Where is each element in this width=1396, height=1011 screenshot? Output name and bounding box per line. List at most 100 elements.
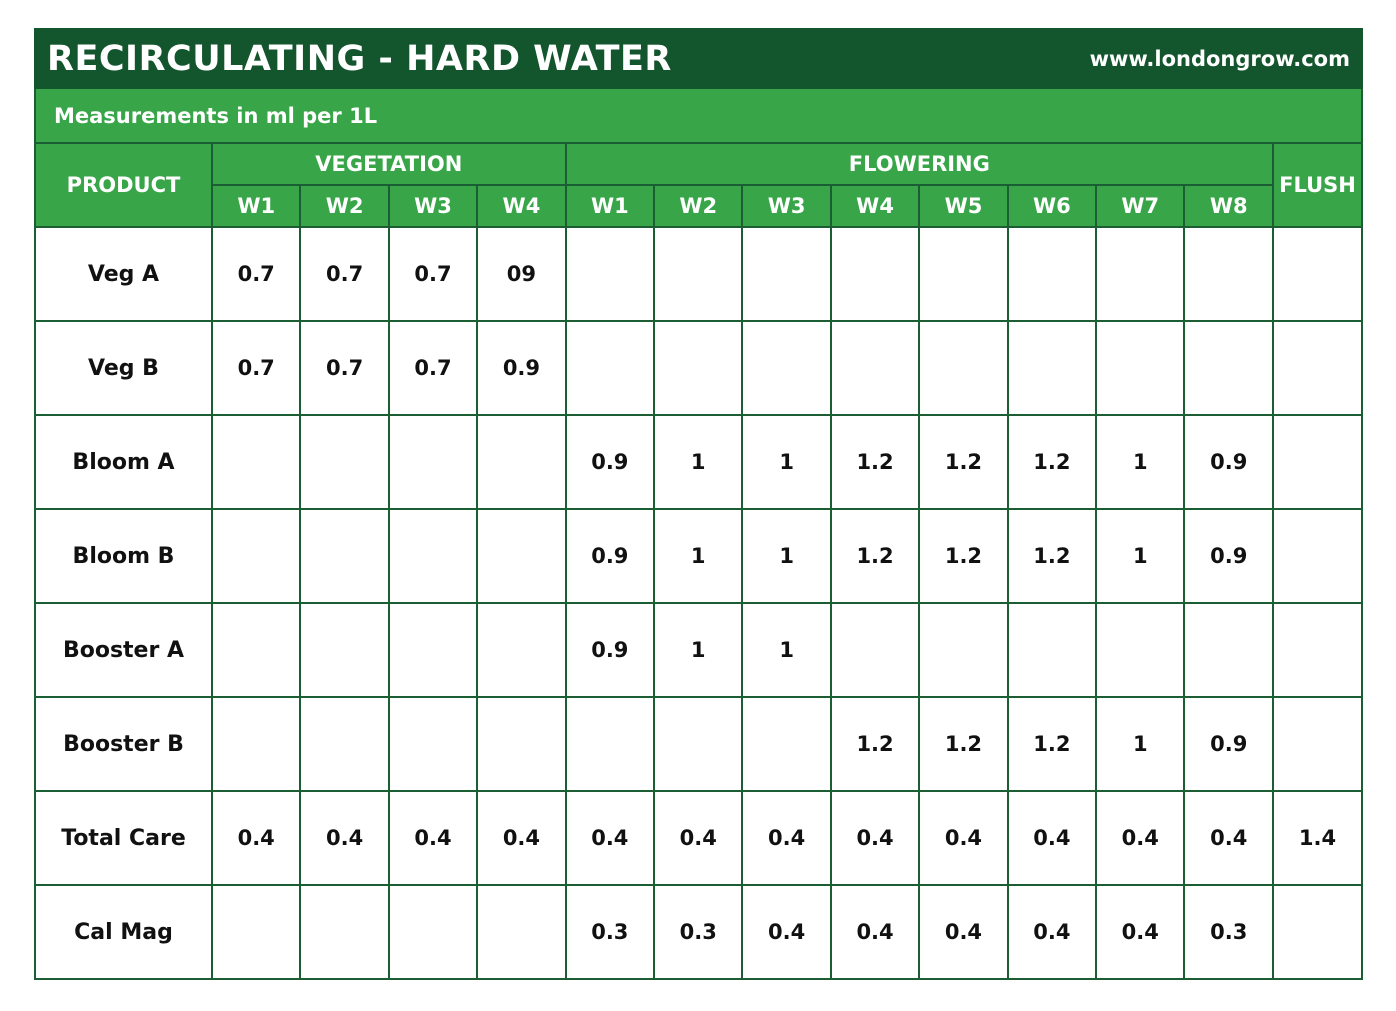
product-name: Total Care	[34, 790, 213, 886]
veg-dose-cell: 0.7	[387, 320, 479, 416]
flower-dose-cell: 1.2	[829, 696, 921, 792]
product-name: Veg A	[34, 226, 213, 322]
flower-dose-cell: 0.9	[1183, 414, 1274, 510]
flower-dose-cell	[653, 320, 744, 416]
flower-dose-cell: 0.4	[918, 884, 1009, 980]
veg-dose-cell	[299, 884, 390, 980]
veg-dose-cell: 0.7	[299, 320, 390, 416]
flower-dose-cell	[741, 696, 832, 792]
flower-dose-cell: 0.4	[1095, 790, 1186, 886]
veg-dose-cell	[476, 696, 567, 792]
table-row: Veg A 0.7 0.7 0.7 09	[34, 226, 1363, 322]
veg-dose-cell: 0.4	[387, 790, 479, 886]
veg-dose-cell: 0.4	[299, 790, 390, 886]
flower-dose-cell	[1095, 226, 1186, 322]
flower-dose-cell	[653, 226, 744, 322]
flower-dose-cell	[1095, 602, 1186, 698]
flower-dose-cell: 0.4	[918, 790, 1009, 886]
subtitle: Measurements in ml per 1L	[54, 103, 378, 128]
flower-dose-cell: 1	[741, 602, 832, 698]
veg-dose-cell: 0.4	[476, 790, 567, 886]
flower-dose-cell: 0.4	[1006, 790, 1098, 886]
veg-dose-cell	[299, 508, 390, 604]
veg-dose-cell	[299, 602, 390, 698]
flower-week-header: W2	[653, 184, 744, 228]
flower-dose-cell: 1.2	[918, 414, 1009, 510]
flower-dose-cell	[1006, 602, 1098, 698]
flower-dose-cell: 0.4	[741, 790, 832, 886]
flush-dose-cell	[1272, 602, 1363, 698]
flower-dose-cell	[918, 602, 1009, 698]
flower-dose-cell	[829, 602, 921, 698]
product-name: Booster B	[34, 696, 213, 792]
veg-week-header: W2	[299, 184, 390, 228]
flush-dose-cell	[1272, 508, 1363, 604]
flower-dose-cell: 0.3	[653, 884, 744, 980]
flower-dose-cell	[564, 226, 656, 322]
veg-dose-cell: 0.7	[210, 320, 302, 416]
veg-week-header: W3	[387, 184, 479, 228]
flower-dose-cell	[918, 320, 1009, 416]
veg-dose-cell	[299, 696, 390, 792]
veg-dose-cell: 0.7	[387, 226, 479, 322]
chart-title: RECIRCULATING - HARD WATER	[47, 38, 672, 79]
flower-dose-cell	[564, 320, 656, 416]
flower-dose-cell: 1	[653, 414, 744, 510]
flower-dose-cell: 0.9	[564, 414, 656, 510]
veg-dose-cell	[210, 414, 302, 510]
product-name: Bloom B	[34, 508, 213, 604]
flower-dose-cell	[1183, 320, 1274, 416]
veg-dose-cell	[210, 602, 302, 698]
product-name: Veg B	[34, 320, 213, 416]
veg-dose-cell	[210, 696, 302, 792]
table-row: Booster B 1.2 1.2 1.2 1 0.9	[34, 696, 1363, 792]
flower-dose-cell	[1006, 320, 1098, 416]
flower-dose-cell: 0.4	[564, 790, 656, 886]
flower-dose-cell: 0.3	[1183, 884, 1274, 980]
veg-week-header: W1	[210, 184, 302, 228]
flower-dose-cell: 1.2	[1006, 696, 1098, 792]
flower-dose-cell: 1.2	[829, 508, 921, 604]
flower-dose-cell	[829, 226, 921, 322]
product-name: Booster A	[34, 602, 213, 698]
veg-dose-cell	[476, 884, 567, 980]
flower-dose-cell: 1.2	[829, 414, 921, 510]
flower-dose-cell: 0.9	[564, 602, 656, 698]
veg-dose-cell: 0.7	[210, 226, 302, 322]
veg-dose-cell	[476, 602, 567, 698]
flowering-header: FLOWERING	[564, 142, 1275, 186]
flower-dose-cell: 0.9	[1183, 696, 1274, 792]
flower-week-header: W6	[1006, 184, 1098, 228]
flower-dose-cell: 1.2	[918, 508, 1009, 604]
flower-dose-cell: 0.9	[564, 508, 656, 604]
table-row: Total Care 0.4 0.4 0.4 0.4 0.4 0.4 0.4 0.4 0.4 0.4…	[34, 790, 1363, 886]
veg-dose-cell	[210, 508, 302, 604]
veg-week-header: W4	[476, 184, 567, 228]
flower-dose-cell: 0.4	[1006, 884, 1098, 980]
flower-dose-cell	[1183, 226, 1274, 322]
flush-dose-cell: 1.4	[1272, 790, 1363, 886]
product-name: Cal Mag	[34, 884, 213, 980]
veg-dose-cell	[387, 884, 479, 980]
table-row: Bloom A 0.9 1 1 1.2 1.2 1.2 1 0.9	[34, 414, 1363, 510]
flower-dose-cell: 0.4	[653, 790, 744, 886]
website-url: www.londongrow.com	[1089, 46, 1350, 71]
veg-dose-cell: 09	[476, 226, 567, 322]
flower-week-header: W4	[829, 184, 921, 228]
flower-week-header: W7	[1095, 184, 1186, 228]
product-header: PRODUCT	[34, 142, 213, 228]
flower-dose-cell: 1	[653, 508, 744, 604]
flower-dose-cell	[741, 320, 832, 416]
veg-dose-cell	[387, 508, 479, 604]
flower-dose-cell	[918, 226, 1009, 322]
flower-dose-cell	[564, 696, 656, 792]
veg-dose-cell	[476, 508, 567, 604]
veg-dose-cell	[299, 414, 390, 510]
flower-dose-cell: 1	[741, 508, 832, 604]
flower-dose-cell: 1	[1095, 508, 1186, 604]
subtitle-bar: Measurements in ml per 1L	[34, 89, 1363, 142]
table-row: Veg B 0.7 0.7 0.7 0.9	[34, 320, 1363, 416]
flower-dose-cell: 1.2	[1006, 414, 1098, 510]
flower-dose-cell	[1006, 226, 1098, 322]
table-row: Booster A 0.9 1 1	[34, 602, 1363, 698]
